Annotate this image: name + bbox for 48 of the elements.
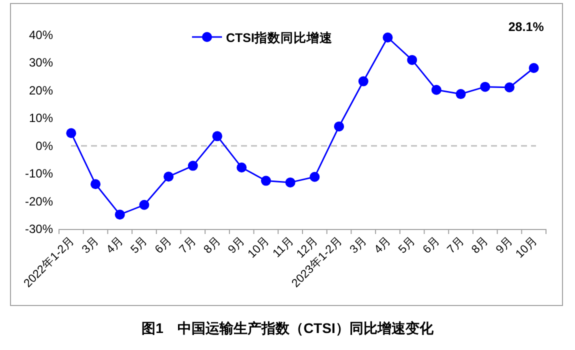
x-tick-label: 8月	[469, 234, 492, 256]
point	[139, 200, 150, 210]
x-tick-label: 4月	[372, 234, 394, 256]
y-tick-label: 0%	[36, 138, 54, 153]
y-tick-label: 40%	[28, 28, 54, 42]
x-tick-label: 6月	[420, 234, 443, 256]
point	[528, 62, 539, 73]
y-tick-label: -20%	[24, 194, 54, 208]
point	[334, 121, 344, 132]
legend-label: CTSI指数同比增速	[226, 31, 334, 45]
x-tick-label: 6月	[152, 234, 175, 256]
point	[164, 172, 174, 182]
text: 图1 中国运输生产指数（CTSI）同比增速变化	[142, 320, 434, 336]
x-tick-label: 10月	[513, 234, 540, 261]
data-label: 28.1%	[508, 20, 544, 34]
point	[480, 82, 490, 92]
point	[90, 179, 101, 190]
point	[358, 76, 368, 86]
y-tick-label: 10%	[28, 111, 54, 126]
point	[407, 54, 418, 65]
y-tick-label: -10%	[24, 166, 54, 181]
x-tick-label: 5月	[396, 234, 418, 256]
point	[310, 172, 320, 182]
point	[260, 176, 271, 186]
point	[66, 128, 76, 138]
y-tick-label: 20%	[28, 83, 54, 98]
point	[431, 84, 442, 95]
x-tick-label: 8月	[201, 234, 224, 256]
point	[236, 162, 247, 172]
x-tick-label: 5月	[128, 234, 150, 256]
point	[212, 131, 222, 142]
x-tick-label: 11月	[270, 234, 296, 260]
y-tick-label: 30%	[28, 56, 54, 70]
x-tick-label: 7月	[444, 234, 467, 256]
point	[114, 210, 125, 220]
point	[188, 160, 198, 171]
x-tick-label: 3月	[79, 234, 102, 256]
x-tick-label: 7月	[176, 234, 200, 256]
point	[504, 82, 514, 92]
y-tick-label: -30%	[24, 222, 54, 236]
x-tick-label: 9月	[226, 234, 248, 256]
x-tick-label: 10月	[245, 234, 272, 261]
x-tick-label: 4月	[104, 234, 126, 256]
point	[285, 177, 296, 188]
point	[382, 32, 393, 42]
point	[456, 89, 466, 100]
x-tick-label: 9月	[493, 234, 516, 256]
x-tick-label: 3月	[347, 234, 370, 256]
